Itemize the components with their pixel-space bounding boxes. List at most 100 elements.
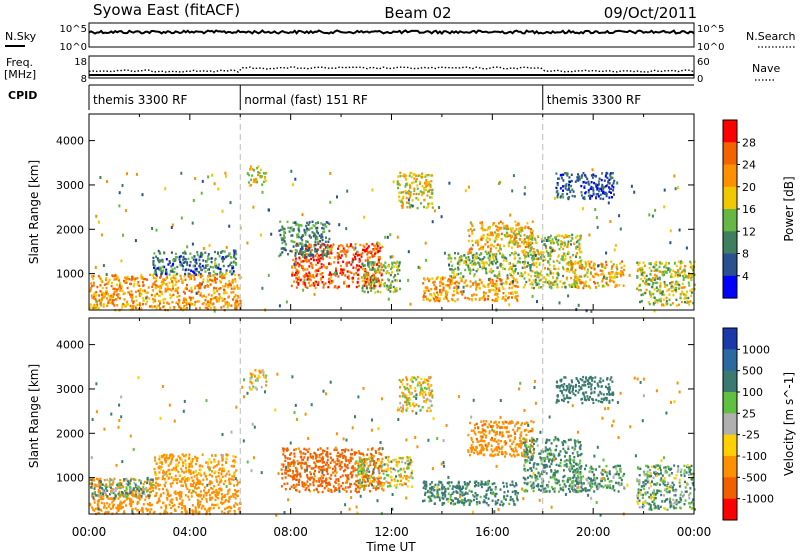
echo-cell	[147, 286, 150, 289]
echo-cell	[286, 482, 289, 485]
echo-cell	[135, 484, 138, 488]
echo-cell	[677, 273, 680, 277]
echo-cell	[335, 488, 338, 491]
echo-cell	[371, 286, 374, 290]
echo-cell	[443, 251, 446, 255]
echo-cell	[294, 254, 297, 257]
echo-cell	[467, 229, 470, 232]
echo-cell	[310, 244, 312, 247]
echo-cell	[392, 290, 395, 294]
echo-cell	[675, 298, 678, 301]
echo-cell	[409, 302, 412, 306]
echo-cell	[100, 501, 103, 505]
echo-cell	[113, 275, 116, 278]
echo-cell	[501, 253, 504, 256]
echo-cell	[144, 498, 147, 501]
echo-cell	[675, 290, 678, 293]
echo-cell	[340, 270, 343, 273]
echo-cell	[188, 264, 191, 267]
echo-cell	[512, 277, 515, 280]
echo-cell	[434, 295, 437, 299]
echo-cell	[514, 235, 517, 238]
echo-cell	[396, 272, 399, 276]
echo-cell	[412, 181, 415, 184]
echo-cell	[213, 460, 216, 463]
echo-cell	[570, 179, 573, 183]
echo-cell	[603, 179, 606, 182]
echo-cell	[191, 270, 194, 273]
echo-cell	[184, 483, 187, 486]
echo-cell	[512, 264, 515, 268]
echo-cell	[228, 477, 231, 480]
echo-cell	[641, 266, 644, 270]
echo-cell	[500, 226, 503, 230]
echo-cell	[232, 249, 235, 252]
echo-cell	[681, 261, 684, 264]
echo-cell	[293, 476, 296, 479]
echo-cell	[145, 495, 148, 498]
echo-cell	[141, 507, 144, 511]
echo-cell	[160, 493, 162, 496]
echo-cell	[283, 230, 286, 234]
echo-cell	[514, 295, 517, 298]
echo-cell	[658, 270, 661, 273]
echo-cell	[636, 269, 639, 273]
echo-cell	[491, 253, 494, 256]
echo-cell	[339, 256, 342, 259]
echo-cell	[605, 263, 608, 267]
echo-cell	[184, 459, 187, 462]
echo-cell	[465, 260, 468, 263]
echo-cell	[504, 235, 507, 238]
echo-cell	[499, 279, 502, 282]
echo-cell	[319, 244, 322, 247]
echo-cell	[682, 286, 685, 289]
echo-cell	[652, 302, 655, 305]
echo-cell	[675, 280, 678, 283]
echo-cell	[512, 240, 515, 243]
echo-cell	[176, 458, 178, 461]
echo-cell	[311, 266, 314, 270]
echo-cell	[502, 292, 505, 295]
echo-cell	[526, 265, 529, 268]
echo-cell	[215, 478, 218, 482]
echo-cell	[358, 284, 360, 288]
echo-cell	[283, 234, 285, 237]
echo-cell	[180, 171, 183, 175]
echo-cell	[152, 256, 155, 260]
echo-cell	[524, 245, 527, 249]
echo-cell	[105, 493, 107, 496]
echo-cell	[662, 270, 665, 273]
echo-cell	[222, 275, 225, 278]
echo-cell	[227, 254, 230, 257]
echo-cell	[151, 285, 154, 289]
echo-cell	[304, 233, 307, 236]
echo-cell	[220, 472, 223, 475]
echo-cell	[159, 302, 161, 305]
echo-cell	[317, 221, 320, 224]
echo-cell	[173, 271, 176, 274]
echo-cell	[230, 287, 233, 290]
echo-cell	[168, 503, 171, 506]
echo-cell	[552, 260, 555, 263]
echo-cell	[480, 247, 483, 251]
echo-cell	[575, 246, 578, 249]
echo-cell	[139, 481, 142, 485]
echo-cell	[427, 289, 430, 292]
echo-cell	[464, 268, 467, 272]
echo-cell	[517, 222, 520, 225]
echo-cell	[514, 241, 517, 245]
echo-cell	[341, 487, 344, 491]
echo-cell	[346, 270, 349, 273]
echo-cell	[257, 165, 260, 168]
echo-cell	[639, 268, 642, 271]
echo-cell	[605, 251, 608, 255]
echo-cell	[146, 502, 149, 506]
echo-cell	[116, 483, 119, 487]
echo-cell	[307, 276, 310, 280]
echo-cell	[153, 252, 156, 255]
echo-cell	[613, 193, 615, 196]
echo-cell	[119, 482, 122, 485]
echo-cell	[174, 256, 177, 259]
echo-cell	[282, 453, 285, 456]
echo-cell	[431, 277, 434, 280]
